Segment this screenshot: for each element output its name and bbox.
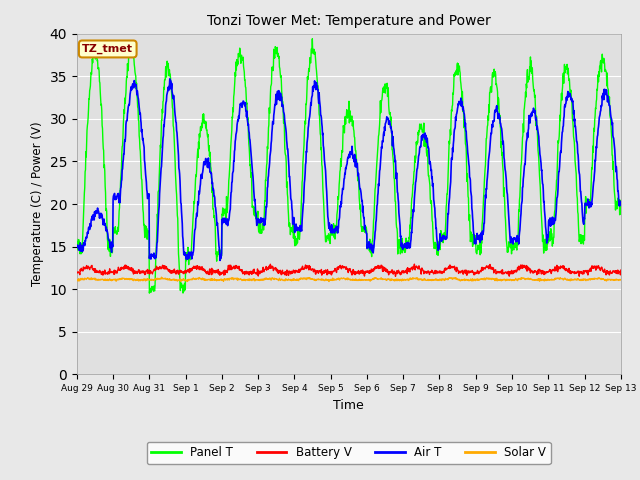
Solar V: [553, 275, 561, 281]
Panel T: [145, 290, 153, 296]
Battery V: [392, 274, 399, 279]
Panel T: [505, 239, 513, 245]
X-axis label: Time: Time: [333, 399, 364, 412]
Solar V: [505, 276, 513, 282]
Battery V: [434, 270, 442, 276]
Battery V: [617, 267, 625, 273]
Solar V: [157, 275, 165, 280]
Battery V: [194, 264, 202, 269]
Air T: [255, 219, 263, 225]
Battery V: [410, 261, 418, 267]
Panel T: [553, 177, 561, 182]
Text: TZ_tmet: TZ_tmet: [82, 44, 133, 54]
Title: Tonzi Tower Met: Temperature and Power: Tonzi Tower Met: Temperature and Power: [207, 14, 491, 28]
Solar V: [73, 277, 81, 283]
Air T: [505, 216, 513, 222]
Air T: [216, 258, 224, 264]
Battery V: [505, 271, 513, 277]
Y-axis label: Temperature (C) / Power (V): Temperature (C) / Power (V): [31, 122, 44, 286]
Air T: [617, 200, 625, 205]
Line: Battery V: Battery V: [77, 264, 621, 276]
Air T: [553, 195, 561, 201]
Solar V: [177, 278, 184, 284]
Panel T: [255, 223, 263, 229]
Panel T: [434, 252, 442, 258]
Solar V: [434, 277, 442, 283]
Panel T: [73, 237, 81, 242]
Line: Panel T: Panel T: [77, 39, 621, 293]
Solar V: [617, 277, 625, 283]
Solar V: [195, 276, 202, 282]
Air T: [195, 202, 202, 208]
Solar V: [182, 277, 189, 283]
Battery V: [73, 269, 81, 275]
Battery V: [553, 263, 561, 268]
Air T: [166, 76, 173, 82]
Panel T: [195, 155, 202, 160]
Panel T: [617, 211, 625, 216]
Solar V: [255, 277, 263, 283]
Battery V: [255, 268, 262, 274]
Panel T: [308, 36, 316, 42]
Battery V: [180, 268, 188, 274]
Line: Air T: Air T: [77, 79, 621, 261]
Panel T: [181, 280, 189, 286]
Line: Solar V: Solar V: [77, 277, 621, 281]
Air T: [73, 245, 81, 251]
Legend: Panel T, Battery V, Air T, Solar V: Panel T, Battery V, Air T, Solar V: [147, 442, 551, 464]
Air T: [181, 250, 189, 255]
Air T: [434, 246, 442, 252]
